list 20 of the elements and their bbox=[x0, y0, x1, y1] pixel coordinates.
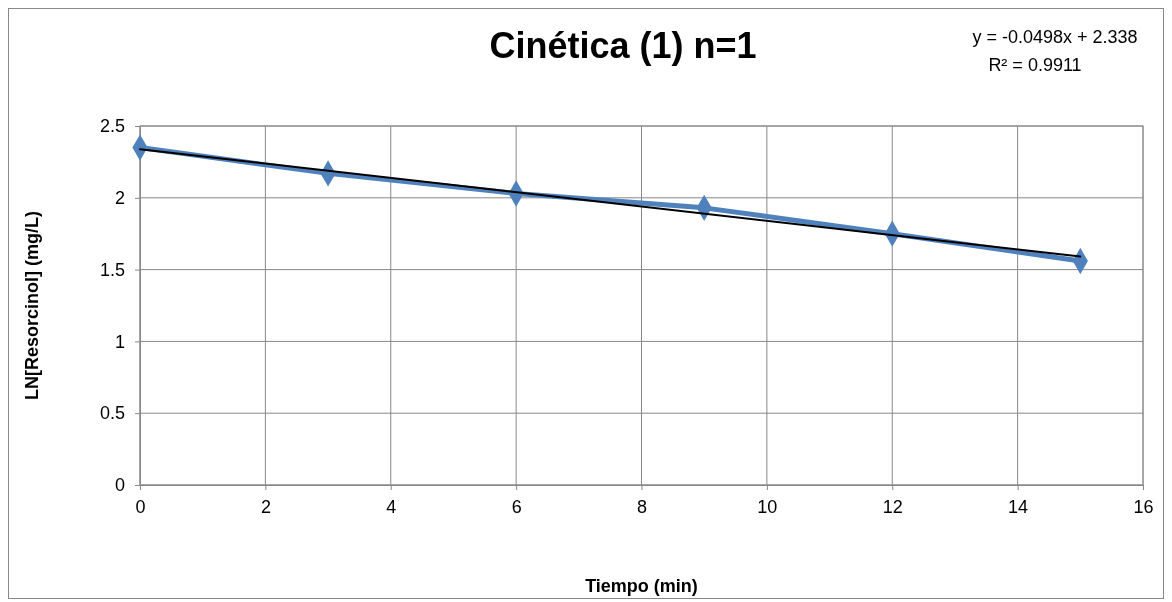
y-tick-label: 1.5 bbox=[99, 259, 125, 280]
y-tick-label: 2.5 bbox=[99, 116, 125, 137]
x-tick-label: 8 bbox=[636, 496, 648, 517]
x-tick-label: 10 bbox=[757, 496, 778, 517]
x-tick-label: 6 bbox=[511, 496, 522, 517]
x-tick-label: 4 bbox=[386, 496, 397, 517]
x-tick-label: 16 bbox=[1133, 496, 1154, 517]
x-tick-label: 2 bbox=[260, 496, 271, 517]
text: y = -0.0498x + 2.338 bbox=[972, 27, 1138, 47]
y-tick-label: 2 bbox=[114, 188, 125, 209]
text: R² = 0.9911 bbox=[988, 55, 1082, 75]
y-tick-label: 0 bbox=[114, 475, 125, 496]
x-tick-label: 12 bbox=[882, 496, 903, 517]
x-tick-label: 0 bbox=[135, 496, 146, 517]
y-tick-label: 0.5 bbox=[99, 403, 125, 424]
y-tick-label: 1 bbox=[114, 331, 125, 352]
x-tick-label: 14 bbox=[1008, 496, 1029, 517]
y-axis-title: LN[Resorcinol] (mg/L) bbox=[22, 211, 42, 400]
chart-title: Cinética (1) n=1 bbox=[489, 25, 757, 66]
x-axis-title: Tiempo (min) bbox=[585, 576, 698, 596]
